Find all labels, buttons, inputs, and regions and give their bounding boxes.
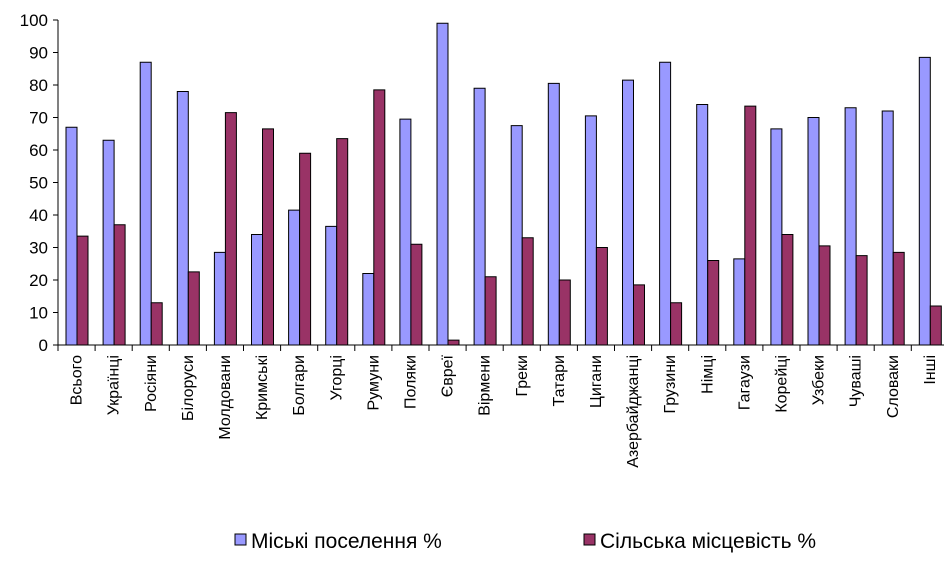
bar-rural [929, 305, 942, 346]
x-tick-label: Грузини [662, 355, 679, 414]
x-tick-label: Гагаузи [736, 355, 753, 410]
y-tick-label: 100 [20, 11, 48, 30]
bar-rural [150, 302, 163, 346]
x-tick-label: Німці [699, 355, 716, 394]
legend-swatch [234, 533, 247, 546]
bar-rural [521, 237, 534, 346]
bar-urban [622, 79, 634, 346]
bar-urban [918, 56, 931, 346]
bar-rural [855, 255, 868, 346]
x-tick-label: Українці [106, 355, 123, 415]
y-tick-label: 40 [29, 206, 48, 225]
x-tick-label: Євреї [440, 354, 457, 397]
bar-rural [707, 260, 720, 346]
x-tick-label: Узбеки [811, 355, 828, 405]
bar-rural [187, 271, 200, 346]
y-tick-label: 0 [39, 336, 48, 355]
x-tick-label: Корейці [773, 355, 790, 413]
bar-urban [102, 139, 115, 346]
x-tick-label: Поляки [402, 355, 419, 409]
x-tick-label: Всього [69, 355, 86, 405]
bar-rural [447, 339, 460, 346]
bar-urban [399, 118, 412, 346]
bar-rural [113, 224, 126, 346]
bar-urban [770, 128, 783, 346]
bar-urban [213, 251, 226, 346]
x-tick-label: Угорці [328, 355, 345, 400]
x-axis: Всього Українці Росіяни Білоруси Молдовани Кр… [57, 344, 944, 468]
bar-urban [325, 225, 338, 346]
x-tick-label: Чуваші [848, 355, 865, 407]
y-tick-label: 20 [29, 271, 48, 290]
bar-rural [484, 276, 497, 346]
x-tick-label: Болгари [291, 355, 308, 416]
bar-urban [733, 258, 746, 346]
bar-rural [558, 279, 571, 346]
bar-rural [595, 247, 608, 346]
y-tick-label: 50 [29, 174, 48, 193]
bar-urban [362, 273, 375, 346]
x-tick-label: Молдовани [217, 355, 234, 440]
bar-urban [881, 110, 894, 346]
x-tick-label: Росіяни [143, 355, 160, 412]
bar-urban [807, 117, 820, 346]
y-tick-label: 90 [29, 44, 48, 63]
bar-rural [373, 89, 386, 346]
bar-rural [892, 251, 905, 346]
bar-rural [336, 138, 349, 346]
bar-urban [547, 82, 560, 346]
y-tick-label: 60 [29, 141, 48, 160]
x-tick-label: Азербайджанці [625, 355, 642, 468]
bar-urban [176, 91, 189, 346]
x-tick-label: Словаки [885, 355, 902, 418]
bar-urban [436, 22, 449, 346]
x-tick-label: Румуни [365, 355, 382, 410]
bar-rural [262, 128, 274, 346]
x-tick-label: Татари [551, 355, 568, 406]
legend: Міські поселення % Сільська місцевість % [234, 530, 816, 553]
bar-urban [659, 61, 672, 346]
bar-rural [299, 152, 312, 346]
bar-urban [510, 125, 523, 346]
legend-label: Міські поселення % [251, 530, 442, 553]
bar-urban [584, 115, 597, 346]
bar-rural [224, 112, 237, 346]
bar-urban [251, 234, 263, 346]
legend-swatch [583, 533, 596, 546]
x-tick-label: Інші [922, 355, 939, 385]
bar-urban [288, 209, 301, 346]
bar-rural [744, 105, 757, 346]
bar-rural [818, 245, 831, 346]
bar-rural [633, 284, 645, 346]
bar-urban [844, 107, 857, 346]
legend-label: Сільська місцевість % [600, 530, 816, 553]
bar-urban [696, 104, 709, 346]
x-tick-label: Греки [514, 355, 531, 397]
bar-urban [139, 61, 152, 346]
y-axis: 0 10 20 30 40 50 60 70 80 90 100 [20, 11, 59, 355]
y-tick-label: 70 [29, 109, 48, 128]
bar-rural [76, 235, 89, 346]
bar-urban [65, 126, 78, 346]
bar-rural [781, 234, 794, 346]
y-tick-label: 10 [29, 304, 48, 323]
y-tick-label: 30 [29, 239, 48, 258]
bar-rural [410, 243, 423, 346]
bar-urban [473, 87, 486, 346]
bar-rural [670, 302, 683, 346]
x-tick-label: Цигани [588, 355, 605, 408]
x-tick-label: Вірмени [477, 355, 494, 416]
bars [65, 22, 942, 346]
x-tick-label: Кримські [254, 355, 271, 420]
y-tick-label: 80 [29, 76, 48, 95]
x-tick-label: Білоруси [180, 355, 197, 421]
